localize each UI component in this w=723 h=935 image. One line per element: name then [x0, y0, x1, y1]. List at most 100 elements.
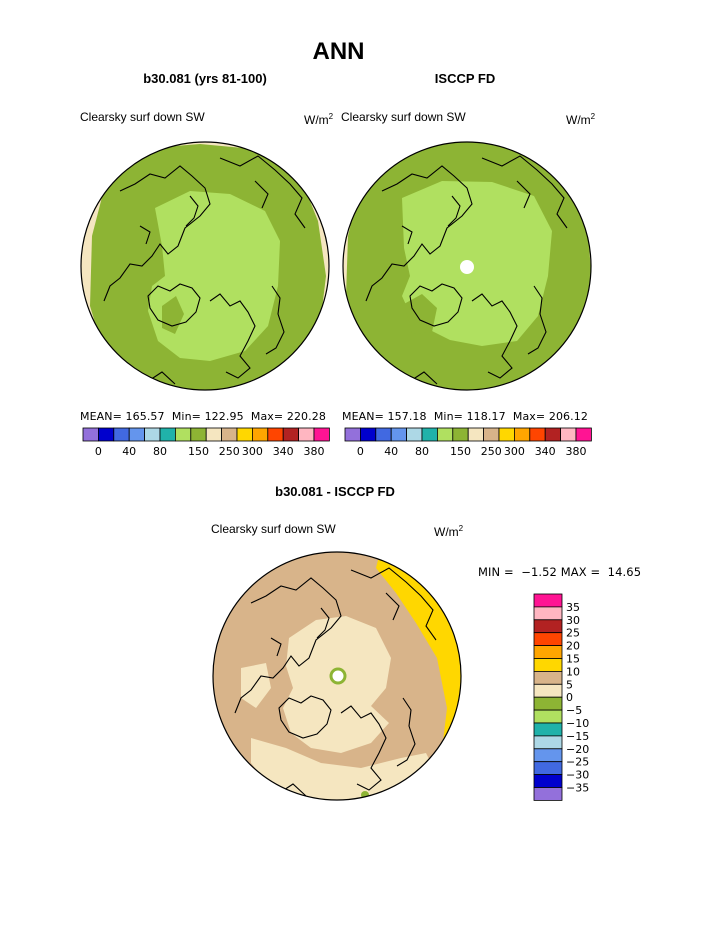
coastline — [278, 695, 332, 739]
map-region-wheat-west — [241, 663, 271, 708]
pole-missing-data — [460, 260, 474, 274]
colorbar-cell — [533, 632, 563, 647]
colorbar-cell — [529, 427, 546, 442]
coastline — [350, 567, 437, 641]
colorbar-cell — [533, 748, 563, 763]
colorbar-tick-label: 340 — [535, 445, 556, 458]
coastline — [234, 577, 342, 714]
coastline — [447, 195, 461, 227]
coastline — [316, 607, 330, 639]
colorbar-cell — [205, 427, 222, 442]
right-subtitle: ISCCP FD — [434, 71, 496, 86]
colorbar-cell — [533, 774, 563, 788]
colorbar-cell — [533, 696, 563, 711]
coastline — [270, 637, 282, 657]
pole-ring — [329, 667, 347, 685]
colorbar-cell — [113, 427, 130, 442]
colorbar-tick-label: 0 — [566, 691, 573, 704]
colorbar-cell — [533, 658, 563, 672]
colorbar-tick-label: −15 — [566, 730, 589, 743]
colorbar-cell — [533, 683, 563, 698]
colorbar-cell — [236, 427, 253, 442]
right-units: W/m2 — [566, 112, 596, 127]
left-colorbar: 0 40 80 150 250 300 340 380 — [82, 427, 330, 458]
coastline — [481, 155, 568, 229]
colorbar-tick-label: 0 — [357, 445, 364, 458]
coastline — [340, 705, 387, 791]
left-units: W/m2 — [304, 112, 334, 127]
colorbar-tick-label: −10 — [566, 717, 589, 730]
diff-polar-map — [212, 551, 462, 801]
colorbar-tick-label: 35 — [566, 601, 580, 614]
map-region-lightgreen — [402, 181, 552, 346]
right-stats: MEAN= 157.18 Min= 118.17 Max= 206.12 — [342, 410, 588, 423]
colorbar-tick-label: −20 — [566, 743, 589, 756]
right-variable-name: Clearsky surf down SW — [341, 110, 466, 124]
map-region-wheat — [283, 616, 391, 753]
coastline — [516, 180, 531, 209]
colorbar-cell — [467, 427, 484, 442]
left-variable-name: Clearsky surf down SW — [80, 110, 205, 124]
coastline — [396, 697, 416, 767]
colorbar-cell — [375, 427, 392, 442]
colorbar-cell — [533, 722, 563, 737]
left-polar-map — [80, 141, 330, 391]
coastline — [139, 225, 151, 245]
colorbar-tick-label: 300 — [504, 445, 525, 458]
colorbar-cell — [544, 427, 561, 442]
colorbar-tick-label: −35 — [566, 782, 589, 795]
left-subtitle: b30.081 (yrs 81-100) — [143, 71, 267, 86]
coastline — [527, 285, 547, 355]
colorbar-cell — [97, 427, 115, 442]
coastline — [471, 293, 518, 379]
colorbar-cell — [251, 427, 269, 442]
diff-stats: MIN = −1.52 MAX = 14.65 — [478, 565, 642, 579]
coastline — [185, 195, 199, 227]
right-polar-map — [342, 141, 592, 391]
coastline — [254, 180, 269, 209]
coastline — [409, 283, 463, 327]
colorbar-tick-label: 25 — [566, 627, 580, 640]
colorbar-cell — [82, 427, 99, 442]
colorbar-cell — [533, 645, 563, 659]
colorbar-tick-label: 80 — [153, 445, 167, 458]
colorbar-cell — [533, 619, 563, 634]
colorbar-cell — [159, 427, 176, 442]
colorbar-cell — [144, 427, 161, 442]
coastline — [365, 165, 473, 302]
coastline — [385, 592, 400, 621]
colorbar-cell — [533, 606, 563, 621]
colorbar-tick-label: −25 — [566, 756, 589, 769]
colorbar-cell — [533, 761, 563, 775]
colorbar-cell — [533, 709, 563, 724]
colorbar-cell — [513, 427, 531, 442]
colorbar-tick-label: 380 — [566, 445, 587, 458]
diff-units: W/m2 — [434, 524, 464, 539]
coastline — [219, 155, 306, 229]
colorbar-cell — [313, 427, 330, 442]
colorbar-cell — [575, 427, 592, 442]
colorbar-cell — [560, 427, 577, 442]
coastline — [265, 285, 285, 355]
colorbar-cell — [533, 735, 563, 750]
diff-subtitle: b30.081 - ISCCP FD — [275, 484, 395, 499]
colorbar-tick-label: 40 — [122, 445, 136, 458]
colorbar-tick-label: 150 — [188, 445, 209, 458]
colorbar-cell — [344, 427, 361, 442]
colorbar-cell — [267, 427, 284, 442]
colorbar-cell — [359, 427, 377, 442]
colorbar-cell — [452, 427, 469, 442]
colorbar-tick-label: 80 — [415, 445, 429, 458]
colorbar-tick-label: 10 — [566, 665, 580, 678]
colorbar-tick-label: 340 — [273, 445, 294, 458]
colorbar-cell — [406, 427, 423, 442]
colorbar-tick-label: 150 — [450, 445, 471, 458]
colorbar-tick-label: 30 — [566, 614, 580, 627]
colorbar-cell — [221, 427, 238, 442]
colorbar-cell — [175, 427, 192, 442]
colorbar-tick-label: −30 — [566, 769, 589, 782]
coastline — [401, 225, 413, 245]
colorbar-cell — [483, 427, 500, 442]
page-title: ANN — [312, 38, 365, 65]
